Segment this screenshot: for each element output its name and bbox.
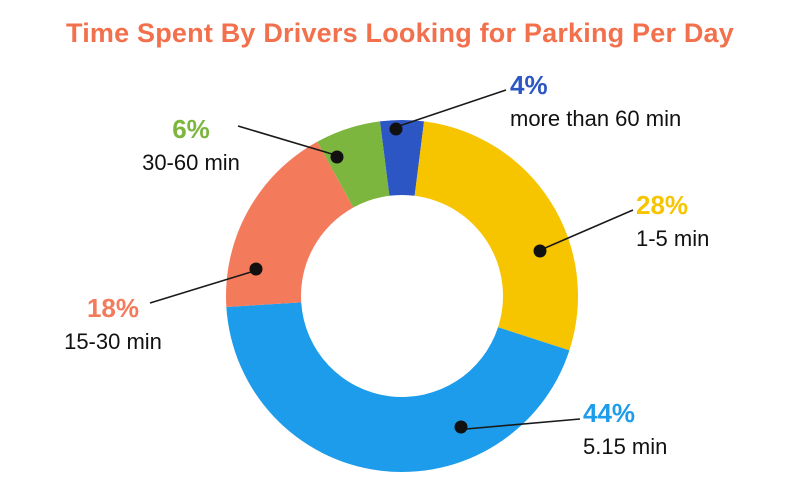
callout-15-30-min: 18% 15-30 min (38, 293, 188, 356)
callout-marker-dot (389, 122, 403, 136)
callout-5-15-min: 44% 5.15 min (583, 398, 667, 461)
callout-label: more than 60 min (510, 106, 682, 132)
callout-percent: 6% (172, 114, 210, 144)
callout-percent: 18% (86, 293, 140, 323)
callout-leader-line (237, 125, 333, 155)
callout-percent: 28% (636, 190, 689, 220)
callout-label: 5.15 min (583, 434, 668, 460)
donut-segment-5-15-min[interactable] (226, 302, 570, 473)
callout-more-than-60-min: 4% more than 60 min (510, 70, 681, 133)
callout-leader-line (398, 89, 507, 127)
callout-leader-line (544, 209, 634, 249)
callout-percent: 44% (583, 398, 636, 428)
callout-marker-dot (454, 420, 468, 434)
callout-30-60-min: 6% 30-60 min (112, 114, 270, 177)
callout-leader-line (149, 271, 252, 304)
donut-segment-30-60-min[interactable] (317, 121, 390, 208)
chart-title: Time Spent By Drivers Looking for Parkin… (66, 18, 734, 48)
callout-percent: 4% (510, 70, 548, 100)
callout-label: 15-30 min (64, 329, 162, 355)
callout-label: 1-5 min (636, 226, 710, 252)
donut-segment-1-5-min[interactable] (414, 121, 578, 351)
callout-marker-dot (249, 262, 263, 276)
callout-leader-line (465, 418, 581, 430)
callout-1-5-min: 28% 1-5 min (636, 190, 709, 253)
callout-label: 30-60 min (142, 150, 240, 176)
donut-segment-more-than-60-min[interactable] (379, 119, 425, 196)
callout-marker-dot (533, 244, 547, 258)
callout-marker-dot (330, 150, 344, 164)
